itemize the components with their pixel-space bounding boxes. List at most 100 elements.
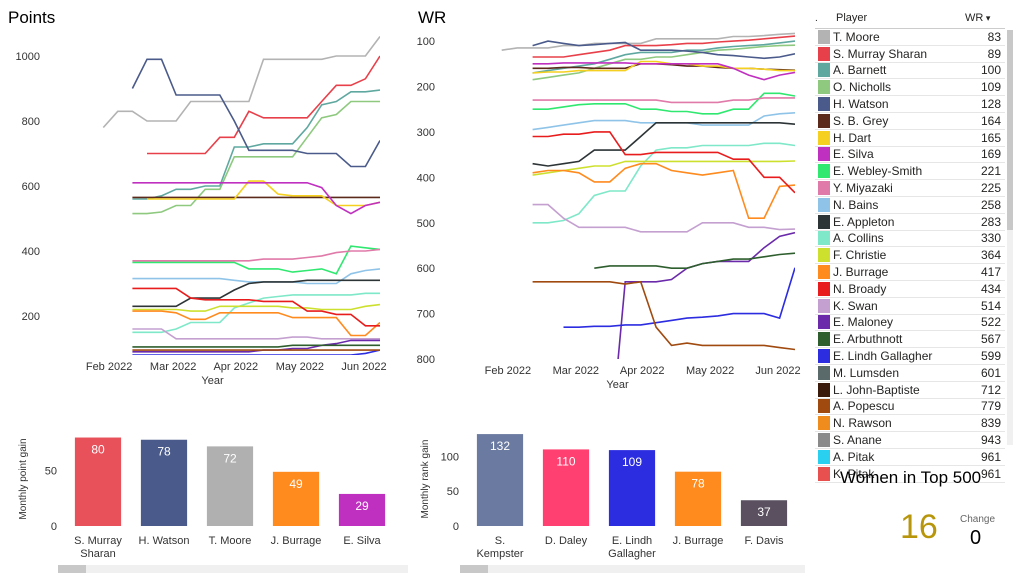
legend-row[interactable]: N. Rawson 839 [815, 415, 1005, 433]
legend-row[interactable]: A. Collins 330 [815, 231, 1005, 248]
bar[interactable] [140, 439, 188, 526]
series-line[interactable] [131, 58, 380, 168]
series-line[interactable] [132, 100, 380, 215]
series-line[interactable] [532, 112, 795, 131]
series-line[interactable] [532, 40, 795, 60]
series-line[interactable] [132, 344, 380, 348]
bar[interactable] [674, 471, 722, 526]
legend-row[interactable]: K. Swan 514 [815, 298, 1005, 315]
legend-row[interactable]: H. Dart 165 [815, 130, 1005, 147]
y-tick-label: 400 [22, 246, 40, 258]
legend-scrollbar-thumb[interactable] [1007, 30, 1013, 230]
bar[interactable] [206, 446, 254, 526]
legend-row[interactable]: S. Murray Sharan 89 [815, 46, 1005, 63]
legend-wr-value: 839 [980, 416, 1001, 431]
series-line[interactable] [532, 162, 795, 219]
series-line[interactable] [132, 279, 380, 308]
series-line[interactable] [132, 303, 380, 312]
legend-scrollbar[interactable] [1007, 30, 1013, 445]
y-tick-label: 800 [417, 354, 435, 366]
bar[interactable] [740, 500, 788, 526]
series-line[interactable] [132, 268, 380, 285]
legend-row[interactable]: F. Christie 364 [815, 247, 1005, 265]
series-line[interactable] [563, 267, 796, 329]
series-line[interactable] [132, 182, 380, 215]
series-line[interactable] [532, 131, 795, 194]
series-line[interactable] [147, 180, 380, 207]
legend-swatch [818, 382, 830, 397]
x-tick-label: Feb 2022 [485, 365, 531, 377]
series-line[interactable] [102, 36, 380, 129]
legend-row[interactable]: H. Watson 128 [815, 96, 1005, 113]
bar[interactable] [272, 471, 320, 526]
bar-data-label: 80 [91, 443, 105, 457]
legend-swatch [818, 29, 830, 44]
legend-row[interactable]: E. Webley-Smith 221 [815, 163, 1005, 181]
legend-row[interactable]: S. B. Grey 164 [815, 113, 1005, 130]
legend-wr-header[interactable]: WR ▾ [965, 12, 991, 24]
legend-player-name: A. Collins [833, 231, 884, 246]
legend-row[interactable]: N. Broady 434 [815, 281, 1005, 298]
series-line[interactable] [532, 92, 795, 115]
legend-rows: T. Moore 83 S. Murray Sharan 89 A. Barnett 10… [815, 29, 1005, 483]
legend-row[interactable]: Y. Miyazaki 225 [815, 180, 1005, 197]
legend-row[interactable]: M. Lumsden 601 [815, 365, 1005, 382]
legend-row[interactable]: A. Barnett 100 [815, 63, 1005, 80]
bar[interactable] [542, 449, 590, 526]
legend-row[interactable]: J. Burrage 417 [815, 264, 1005, 281]
series-line[interactable] [132, 328, 380, 340]
legend-wr-value: 330 [980, 231, 1001, 246]
series-line[interactable] [532, 203, 795, 233]
series-line[interactable] [532, 44, 795, 81]
bar[interactable] [476, 434, 524, 526]
series-line[interactable] [532, 62, 795, 81]
series-line[interactable] [132, 248, 380, 262]
series-line[interactable] [532, 122, 795, 167]
series-line[interactable] [532, 280, 795, 351]
bar-category-label: F. Davis [744, 535, 784, 547]
legend-row[interactable]: E. Appleton 283 [815, 214, 1005, 231]
legend-row[interactable]: E. Arbuthnott 567 [815, 331, 1005, 349]
legend-row[interactable]: K. Pitak 961 [815, 466, 1005, 483]
legend-row[interactable]: A. Popescu 779 [815, 399, 1005, 416]
rank-gain-scrollbar-thumb[interactable] [460, 565, 488, 573]
rank-gain-scrollbar[interactable] [460, 565, 805, 573]
legend-player-name: N. Rawson [833, 416, 892, 431]
legend-row[interactable]: O. Nicholls 109 [815, 79, 1005, 97]
series-line[interactable] [501, 32, 795, 51]
y-tick-label: 800 [22, 116, 40, 128]
series-line[interactable] [132, 339, 380, 353]
legend-row[interactable]: E. Maloney 522 [815, 315, 1005, 332]
series-line[interactable] [532, 60, 795, 74]
series-line[interactable] [532, 142, 795, 224]
bar-data-label: 78 [157, 445, 171, 459]
series-line[interactable] [532, 40, 795, 74]
point-gain-scrollbar-thumb[interactable] [58, 565, 86, 573]
series-line[interactable] [532, 35, 795, 58]
legend-row[interactable]: L. John-Baptiste 712 [815, 382, 1005, 399]
legend-row[interactable]: E. Silva 169 [815, 147, 1005, 164]
legend-swatch [818, 365, 830, 380]
legend-row[interactable]: T. Moore 83 [815, 29, 1005, 46]
series-line[interactable] [132, 287, 380, 327]
legend-row[interactable]: E. Lindh Gallagher 599 [815, 348, 1005, 365]
series-line[interactable] [147, 55, 380, 155]
legend-swatch [818, 349, 830, 364]
legend-swatch [818, 130, 830, 145]
series-line[interactable] [532, 97, 795, 104]
legend-player-header[interactable]: Player [836, 12, 868, 24]
series-line[interactable] [594, 252, 795, 269]
point-gain-scrollbar[interactable] [58, 565, 408, 573]
series-line[interactable] [132, 310, 380, 337]
bar[interactable] [338, 493, 386, 526]
legend-row[interactable]: A. Pitak 961 [815, 449, 1005, 466]
legend-wr-value: 100 [980, 63, 1001, 78]
series-line[interactable] [132, 245, 380, 275]
legend-player-name: Y. Miyazaki [833, 181, 893, 196]
legend-row[interactable]: N. Bains 258 [815, 197, 1005, 214]
bar-data-label: 78 [691, 477, 705, 491]
series-line[interactable] [132, 89, 380, 200]
bar[interactable] [608, 450, 656, 526]
bar[interactable] [74, 437, 122, 526]
legend-row[interactable]: S. Anane 943 [815, 432, 1005, 449]
